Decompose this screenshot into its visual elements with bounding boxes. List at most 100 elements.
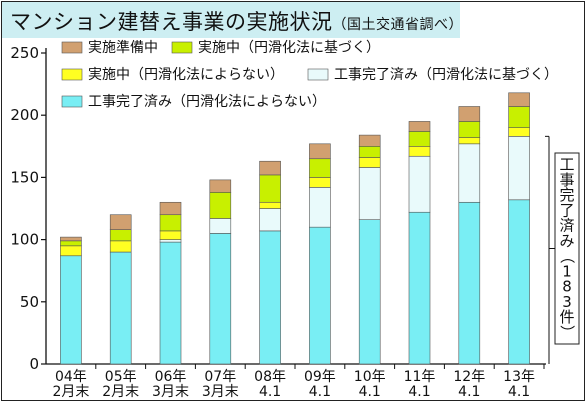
legend-label: 実施準備中	[88, 40, 158, 56]
legend-label: 工事完了済み（円滑化法によらない）	[88, 93, 326, 110]
bar-segment	[60, 245, 82, 257]
bar-segment	[358, 167, 381, 220]
x-tick-label: 06年	[155, 369, 187, 385]
bar-segment	[209, 218, 232, 234]
legend-swatch	[61, 95, 83, 108]
bar-segment	[259, 174, 281, 203]
x-tick-label: 4.1	[259, 384, 281, 400]
bar-segment	[309, 226, 331, 365]
bar-segment	[159, 241, 182, 365]
bar-segment	[60, 240, 82, 247]
bar-segment	[408, 121, 431, 132]
bar-segment	[259, 230, 281, 365]
bar-segment	[458, 201, 481, 365]
bar-segment	[60, 255, 82, 365]
bracket-label-char: 完	[559, 186, 574, 204]
x-tick-label: 05年	[105, 369, 137, 385]
y-tick-label: 0	[29, 355, 39, 373]
y-tick-label: 200	[10, 106, 39, 124]
bracket-label-char: 事	[559, 171, 574, 189]
bar-segment	[159, 230, 182, 240]
bar-segment	[358, 146, 381, 158]
legend-swatch	[171, 41, 193, 54]
x-tick-label: 2月末	[102, 384, 139, 400]
bar-segment	[508, 136, 530, 201]
bar-segment	[408, 155, 431, 213]
legend-label: 実施中（円滑化法によらない）	[88, 66, 284, 83]
legend-label: 工事完了済み（円滑化法に基づく）	[334, 66, 558, 83]
bracket-label-char: 済	[559, 217, 574, 235]
bracket-label-char: 件	[559, 308, 574, 326]
bar-segment	[309, 187, 331, 228]
y-tick-label: 50	[20, 293, 39, 311]
bar-segment	[309, 158, 331, 178]
bar-segment	[209, 192, 232, 219]
bracket-label-char: 8	[562, 278, 572, 296]
x-tick-label: 08年	[254, 369, 286, 385]
chart-subtitle: （国土交通省調べ）	[332, 17, 463, 33]
x-tick-label: 09年	[304, 369, 336, 385]
x-tick-label: 12年	[453, 369, 485, 385]
bar-segment	[259, 201, 281, 209]
x-tick-label: 4.1	[508, 384, 530, 400]
bar-segment	[109, 251, 132, 365]
bar-segment	[159, 201, 182, 216]
chart-title: マンション建替え事業の実施状況（国土交通省調べ）	[10, 6, 463, 36]
title-band: マンション建替え事業の実施状況（国土交通省調べ）	[2, 2, 463, 38]
bar-segment	[209, 179, 232, 193]
x-tick-label: 13年	[503, 369, 535, 385]
y-tick-label: 150	[10, 168, 39, 186]
legend-swatch	[61, 68, 83, 81]
x-tick-label: 4.1	[408, 384, 430, 400]
bar-segment	[408, 131, 431, 147]
bar-segment	[159, 239, 182, 243]
bar-segment	[408, 146, 431, 157]
bar-segment	[60, 236, 82, 242]
x-tick-label: 4.1	[359, 384, 381, 400]
bracket-label-char: 工	[559, 156, 574, 174]
bracket-label-char: み	[559, 232, 574, 250]
bar-segment	[458, 143, 481, 203]
bar-segment	[259, 208, 281, 232]
chart-title-main: マンション建替え事業の実施状況	[10, 10, 333, 34]
bar-segment	[209, 233, 232, 365]
bar-segment	[309, 143, 331, 160]
bar-segment	[508, 92, 530, 107]
x-tick-label: 4.1	[458, 384, 480, 400]
x-tick-label: 11年	[404, 369, 436, 385]
bracket-label-char: 1	[562, 262, 572, 280]
bar-segment	[358, 219, 381, 365]
bracket-label-char: 3	[562, 293, 572, 311]
bar-segment	[508, 127, 530, 137]
legend-swatch	[307, 68, 329, 81]
bar-segment	[109, 240, 132, 253]
y-tick-label: 100	[10, 231, 39, 249]
bar-segment	[508, 199, 530, 365]
bracket-label-box	[554, 152, 580, 345]
bar-segment	[358, 157, 381, 168]
x-tick-label: 4.1	[309, 384, 331, 400]
bar-segment	[408, 211, 431, 365]
bracket-label-char: 了	[559, 201, 574, 219]
x-tick-label: 10年	[354, 369, 386, 385]
bracket-label-char: ）	[558, 325, 576, 340]
bar-segment	[109, 229, 132, 242]
bar-segment	[508, 106, 530, 128]
y-tick-label: 250	[10, 44, 39, 62]
legend-label: 実施中（円滑化法に基づく）	[198, 39, 380, 56]
bar-segment	[458, 121, 481, 138]
x-tick-label: 2月末	[52, 384, 89, 400]
bar-segment	[458, 137, 481, 145]
x-tick-label: 3月末	[152, 384, 189, 400]
legend-swatch	[61, 41, 83, 54]
bar-segment	[358, 134, 381, 147]
x-tick-label: 04年	[55, 369, 87, 385]
bar-segment	[458, 106, 481, 122]
bar-segment	[259, 160, 281, 176]
x-tick-label: 3月末	[202, 384, 239, 400]
bar-segment	[159, 214, 182, 232]
bar-segment	[309, 177, 331, 188]
x-tick-label: 07年	[204, 369, 236, 385]
